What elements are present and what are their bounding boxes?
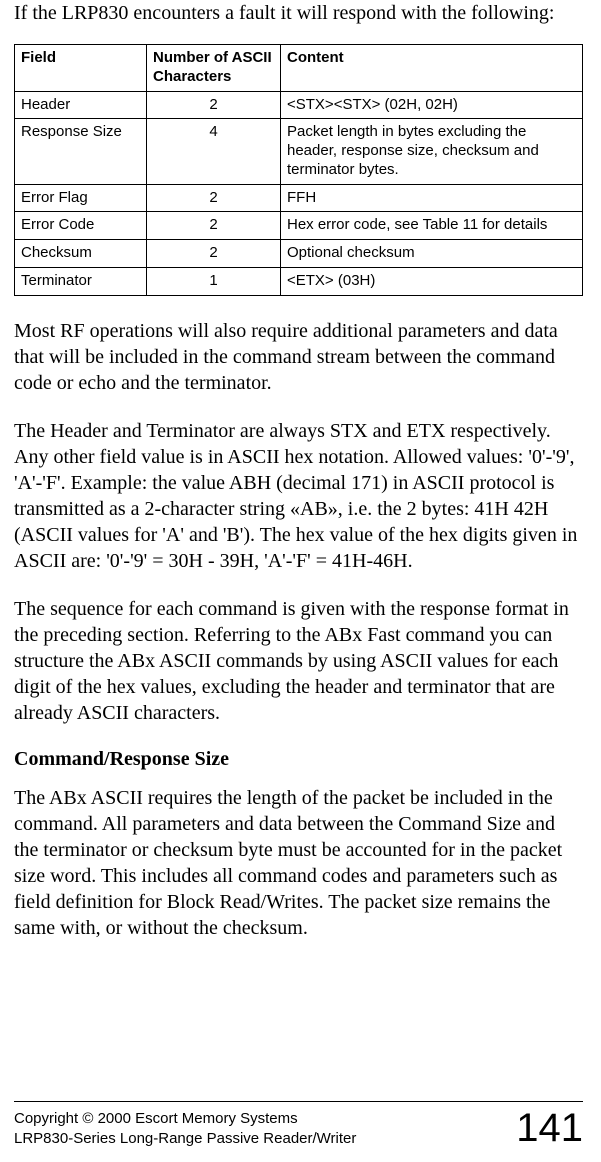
cell-field: Response Size bbox=[15, 119, 147, 184]
footer-copyright: Copyright © 2000 Escort Memory Systems bbox=[14, 1109, 356, 1129]
table-row: Checksum 2 Optional checksum bbox=[15, 240, 583, 268]
paragraph-4: The ABx ASCII requires the length of the… bbox=[14, 785, 583, 941]
fault-response-table: Field Number of ASCII Characters Content… bbox=[14, 44, 583, 296]
cell-num: 2 bbox=[147, 184, 281, 212]
page-number: 141 bbox=[516, 1108, 583, 1148]
cell-num: 1 bbox=[147, 267, 281, 295]
cell-num: 2 bbox=[147, 212, 281, 240]
cell-num: 4 bbox=[147, 119, 281, 184]
cell-content: Optional checksum bbox=[281, 240, 583, 268]
cell-content: <STX><STX> (02H, 02H) bbox=[281, 91, 583, 119]
footer-left: Copyright © 2000 Escort Memory Systems L… bbox=[14, 1109, 356, 1148]
cell-num: 2 bbox=[147, 240, 281, 268]
th-content: Content bbox=[281, 45, 583, 92]
cell-field: Terminator bbox=[15, 267, 147, 295]
cell-field: Error Code bbox=[15, 212, 147, 240]
cell-content: Packet length in bytes excluding the hea… bbox=[281, 119, 583, 184]
table-row: Error Flag 2 FFH bbox=[15, 184, 583, 212]
subheading: Command/Response Size bbox=[14, 748, 583, 771]
footer: Copyright © 2000 Escort Memory Systems L… bbox=[14, 1101, 583, 1148]
cell-num: 2 bbox=[147, 91, 281, 119]
intro-text: If the LRP830 encounters a fault it will… bbox=[14, 0, 583, 26]
footer-row: Copyright © 2000 Escort Memory Systems L… bbox=[14, 1108, 583, 1148]
table-row: Error Code 2 Hex error code, see Table 1… bbox=[15, 212, 583, 240]
th-num: Number of ASCII Characters bbox=[147, 45, 281, 92]
th-field: Field bbox=[15, 45, 147, 92]
footer-product: LRP830-Series Long-Range Passive Reader/… bbox=[14, 1129, 356, 1149]
table-header-row: Field Number of ASCII Characters Content bbox=[15, 45, 583, 92]
cell-content: FFH bbox=[281, 184, 583, 212]
table-row: Response Size 4 Packet length in bytes e… bbox=[15, 119, 583, 184]
cell-field: Header bbox=[15, 91, 147, 119]
page: If the LRP830 encounters a fault it will… bbox=[0, 0, 601, 1162]
table-row: Terminator 1 <ETX> (03H) bbox=[15, 267, 583, 295]
paragraph-1: Most RF operations will also require add… bbox=[14, 318, 583, 396]
cell-field: Checksum bbox=[15, 240, 147, 268]
cell-content: Hex error code, see Table 11 for details bbox=[281, 212, 583, 240]
paragraph-2: The Header and Terminator are always STX… bbox=[14, 418, 583, 574]
cell-content: <ETX> (03H) bbox=[281, 267, 583, 295]
table-row: Header 2 <STX><STX> (02H, 02H) bbox=[15, 91, 583, 119]
paragraph-3: The sequence for each command is given w… bbox=[14, 596, 583, 726]
cell-field: Error Flag bbox=[15, 184, 147, 212]
